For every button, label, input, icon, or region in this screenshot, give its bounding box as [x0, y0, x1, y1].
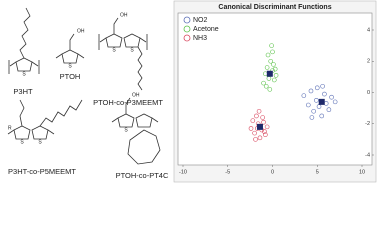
- atom: OH: [132, 92, 140, 98]
- ring: [61, 49, 79, 64]
- point: [248, 126, 254, 131]
- ring: [135, 113, 153, 128]
- chart: -10 -5 0 5 10 -4 -2 0 2 4 NO2 Acetone NH3: [177, 12, 374, 175]
- legend-label: NH3: [193, 35, 207, 42]
- atom: S: [38, 139, 42, 145]
- point: [264, 65, 270, 70]
- atom: S: [130, 47, 134, 53]
- plot-area: [177, 12, 373, 166]
- legend-label: Acetone: [193, 26, 219, 33]
- figure: S P3HT OH S PTOH OH S S PTOH-co-P3MEEMT …: [7, 0, 377, 183]
- centroid: [266, 70, 273, 77]
- point: [322, 91, 327, 97]
- atom: OH: [120, 12, 128, 18]
- point: [261, 119, 266, 125]
- molecule-label: PTOH: [60, 72, 81, 81]
- point: [263, 83, 269, 89]
- point: [314, 85, 320, 91]
- centroid: [318, 98, 325, 105]
- point: [265, 52, 271, 58]
- bond: [137, 46, 143, 91]
- point: [271, 77, 277, 83]
- atom: S: [124, 127, 128, 133]
- molecule-label: P3HT: [13, 87, 33, 96]
- atom: R: [8, 125, 12, 131]
- bond: [113, 17, 119, 34]
- point: [254, 113, 259, 119]
- point: [308, 88, 314, 94]
- point: [269, 43, 274, 48]
- bond: [39, 99, 83, 127]
- bond: [19, 7, 31, 59]
- point: [263, 132, 268, 137]
- legend-label: NO2: [193, 17, 208, 24]
- atom: OH: [77, 28, 85, 34]
- point: [260, 115, 265, 120]
- point: [332, 99, 338, 105]
- point: [250, 118, 256, 123]
- ring: [123, 33, 141, 48]
- atom: S: [22, 71, 26, 77]
- molecule-label: P3HT-co-P5MEEMT: [8, 167, 76, 176]
- point: [309, 115, 315, 120]
- ring: [117, 113, 135, 128]
- x-tick-label: 10: [359, 169, 365, 175]
- chart-title: Canonical Discriminant Functions: [218, 4, 331, 11]
- point: [267, 87, 273, 92]
- molecule-label: PTOH-co-P3MEEMT: [93, 98, 163, 107]
- legend-marker: [183, 25, 191, 33]
- point: [252, 130, 257, 136]
- point: [261, 80, 266, 86]
- point: [271, 62, 276, 67]
- x-tick-label: -10: [179, 169, 187, 175]
- y-tick-label: -2: [365, 121, 370, 127]
- point: [256, 108, 262, 114]
- point: [272, 66, 278, 72]
- point: [262, 129, 267, 134]
- atom: S: [68, 63, 72, 69]
- x-tick-label: 0: [271, 169, 274, 175]
- crown: [127, 129, 161, 165]
- point: [253, 137, 258, 142]
- point: [311, 108, 316, 114]
- page: S P3HT OH S PTOH OH S S PTOH-co-P3MEEMT …: [7, 0, 377, 183]
- point: [264, 124, 270, 130]
- point: [305, 102, 311, 108]
- atom: S: [20, 139, 24, 145]
- point: [314, 98, 319, 103]
- bond: [125, 97, 131, 114]
- ring: [31, 125, 49, 140]
- y-tick-label: 2: [367, 59, 370, 65]
- x-tick-label: -5: [225, 169, 230, 175]
- legend-marker: [183, 16, 191, 24]
- atom: S: [112, 47, 116, 53]
- structures: S P3HT OH S PTOH OH S S PTOH-co-P3MEEMT …: [7, 7, 169, 180]
- bond: [55, 53, 85, 59]
- point: [268, 58, 274, 64]
- point: [301, 93, 307, 98]
- ring: [13, 125, 31, 140]
- legend-marker: [183, 34, 191, 42]
- point: [319, 113, 325, 119]
- bond: [111, 117, 159, 123]
- bond: [69, 33, 75, 50]
- bond: [98, 34, 148, 50]
- ring: [105, 33, 123, 48]
- ring: [15, 57, 33, 72]
- bond: [8, 60, 40, 74]
- bond: [7, 129, 55, 135]
- point: [270, 49, 275, 55]
- x-tick-label: 5: [316, 169, 319, 175]
- y-tick-label: 0: [367, 90, 370, 96]
- bond: [19, 99, 25, 127]
- point: [320, 83, 325, 89]
- centroid: [256, 123, 263, 130]
- molecule-label: PTOH-co-PT4C: [116, 171, 169, 180]
- y-tick-label: 4: [367, 27, 370, 33]
- point: [326, 107, 332, 112]
- y-tick-label: -4: [365, 152, 370, 158]
- point: [257, 135, 263, 141]
- point: [329, 94, 334, 100]
- point: [273, 73, 279, 78]
